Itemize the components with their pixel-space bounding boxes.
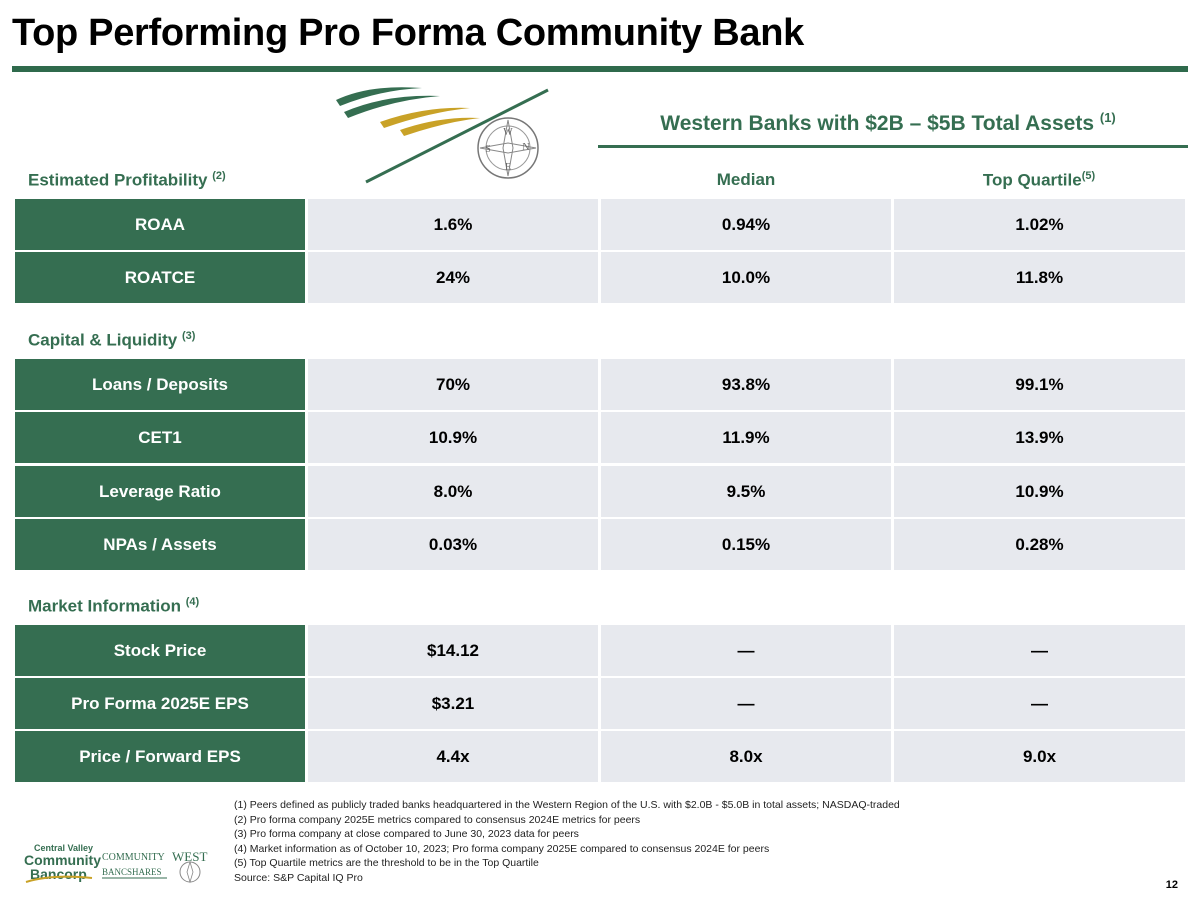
title-divider — [12, 66, 1188, 72]
pro-forma-value: $3.21 — [308, 678, 598, 729]
community-west-logo-line1: COMMUNITY — [102, 852, 165, 863]
column-header-median: Median — [716, 170, 776, 189]
table-row: Price / Forward EPS 4.4x 8.0x 9.0x — [15, 731, 1185, 782]
top-quartile-value: 1.02% — [894, 199, 1185, 250]
pro-forma-value: 10.9% — [308, 412, 598, 463]
section-label-capital-liquidity: Capital & Liquidity (3) — [28, 330, 195, 351]
median-value: 10.0% — [601, 252, 891, 303]
column-header-top-quartile: Top Quartile(5) — [894, 170, 1184, 191]
top-quartile-value: — — [894, 678, 1185, 729]
compass-letter-e: E — [505, 162, 511, 173]
central-valley-logo-line2: Community — [24, 852, 101, 868]
pro-forma-value: 70% — [308, 359, 598, 410]
pro-forma-value: 24% — [308, 252, 598, 303]
footnote: (2) Pro forma company 2025E metrics comp… — [234, 813, 641, 826]
median-value: — — [601, 678, 891, 729]
top-quartile-value: 11.8% — [894, 252, 1185, 303]
footnote: (4) Market information as of October 10,… — [234, 842, 770, 855]
community-west-logo-line3: BANCSHARES — [102, 867, 162, 877]
median-value: 93.8% — [601, 359, 891, 410]
median-value: 9.5% — [601, 466, 891, 517]
median-value: 11.9% — [601, 412, 891, 463]
table-row: Pro Forma 2025E EPS $3.21 — — — [15, 678, 1185, 729]
section-label-profitability: Estimated Profitability (2) — [28, 170, 226, 191]
section-note: (2) — [212, 170, 226, 182]
pro-forma-value: 8.0% — [308, 466, 598, 517]
section-label-market-information: Market Information (4) — [28, 596, 199, 617]
top-quartile-value: 13.9% — [894, 412, 1185, 463]
compass-letter-w: W — [503, 127, 513, 138]
compass-letter-s: S — [485, 144, 491, 155]
median-value: 0.15% — [601, 519, 891, 570]
section-note: (3) — [181, 330, 196, 342]
table-row: ROATCE 24% 10.0% 11.8% — [15, 252, 1185, 303]
footnotes: (1) Peers defined as publicly traded ban… — [234, 798, 900, 885]
central-valley-logo-line1: Central Valley — [34, 843, 93, 853]
footnote: (5) Top Quartile metrics are the thresho… — [234, 857, 539, 869]
peer-group-heading-note: (1) — [1099, 110, 1116, 125]
source-note: Source: S&P Capital IQ Pro — [234, 871, 363, 884]
row-label: ROATCE — [15, 252, 305, 303]
table-row: Leverage Ratio 8.0% 9.5% 10.9% — [15, 466, 1185, 517]
page-title: Top Performing Pro Forma Community Bank — [12, 12, 804, 54]
median-value: 0.94% — [601, 199, 891, 250]
top-quartile-value: 9.0x — [894, 731, 1185, 782]
median-value: 8.0x — [601, 731, 891, 782]
top-quartile-value: 10.9% — [894, 466, 1185, 517]
row-label: Price / Forward EPS — [15, 731, 305, 782]
row-label: NPAs / Assets — [15, 519, 305, 570]
peer-group-divider — [598, 145, 1188, 148]
row-label: CET1 — [15, 412, 305, 463]
section-note: (4) — [185, 596, 200, 608]
pro-forma-value: 4.4x — [308, 731, 598, 782]
pro-forma-value: 1.6% — [308, 199, 598, 250]
table-row: Stock Price $14.12 — — — [15, 625, 1185, 676]
top-quartile-note: (5) — [1081, 170, 1096, 182]
median-value: — — [601, 625, 891, 676]
row-label: ROAA — [15, 199, 305, 250]
row-label: Leverage Ratio — [15, 466, 305, 517]
section-title: Market Information — [28, 596, 182, 616]
section-title: Estimated Profitability — [28, 170, 208, 190]
table-row: ROAA 1.6% 0.94% 1.02% — [15, 199, 1185, 250]
footnote: (1) Peers defined as publicly traded ban… — [234, 799, 900, 811]
compass-letter-n: N — [522, 142, 529, 153]
top-quartile-value: 99.1% — [894, 359, 1185, 410]
top-quartile-value: 0.28% — [894, 519, 1185, 570]
top-quartile-value: — — [894, 625, 1185, 676]
row-label: Pro Forma 2025E EPS — [15, 678, 305, 729]
row-label: Loans / Deposits — [15, 359, 305, 410]
table-row: CET1 10.9% 11.9% 13.9% — [15, 412, 1185, 463]
merger-logo-icon: W N E S — [336, 87, 549, 184]
top-quartile-label: Top Quartile — [982, 170, 1082, 190]
bank-logos: Central Valley Community Bancorp COMMUNI… — [24, 843, 207, 884]
row-label: Stock Price — [15, 625, 305, 676]
pro-forma-value: $14.12 — [308, 625, 598, 676]
page-number: 12 — [1165, 879, 1178, 891]
community-west-logo-line2: WEST — [172, 849, 207, 864]
table-row: Loans / Deposits 70% 93.8% 99.1% — [15, 359, 1185, 410]
footnote: (3) Pro forma company at close compared … — [234, 828, 579, 840]
section-title: Capital & Liquidity — [28, 330, 178, 350]
pro-forma-value: 0.03% — [308, 519, 598, 570]
table-row: NPAs / Assets 0.03% 0.15% 0.28% — [15, 519, 1185, 570]
peer-group-heading: Western Banks with $2B – $5B Total Asset… — [598, 110, 1178, 136]
peer-group-heading-text: Western Banks with $2B – $5B Total Asset… — [660, 112, 1095, 135]
